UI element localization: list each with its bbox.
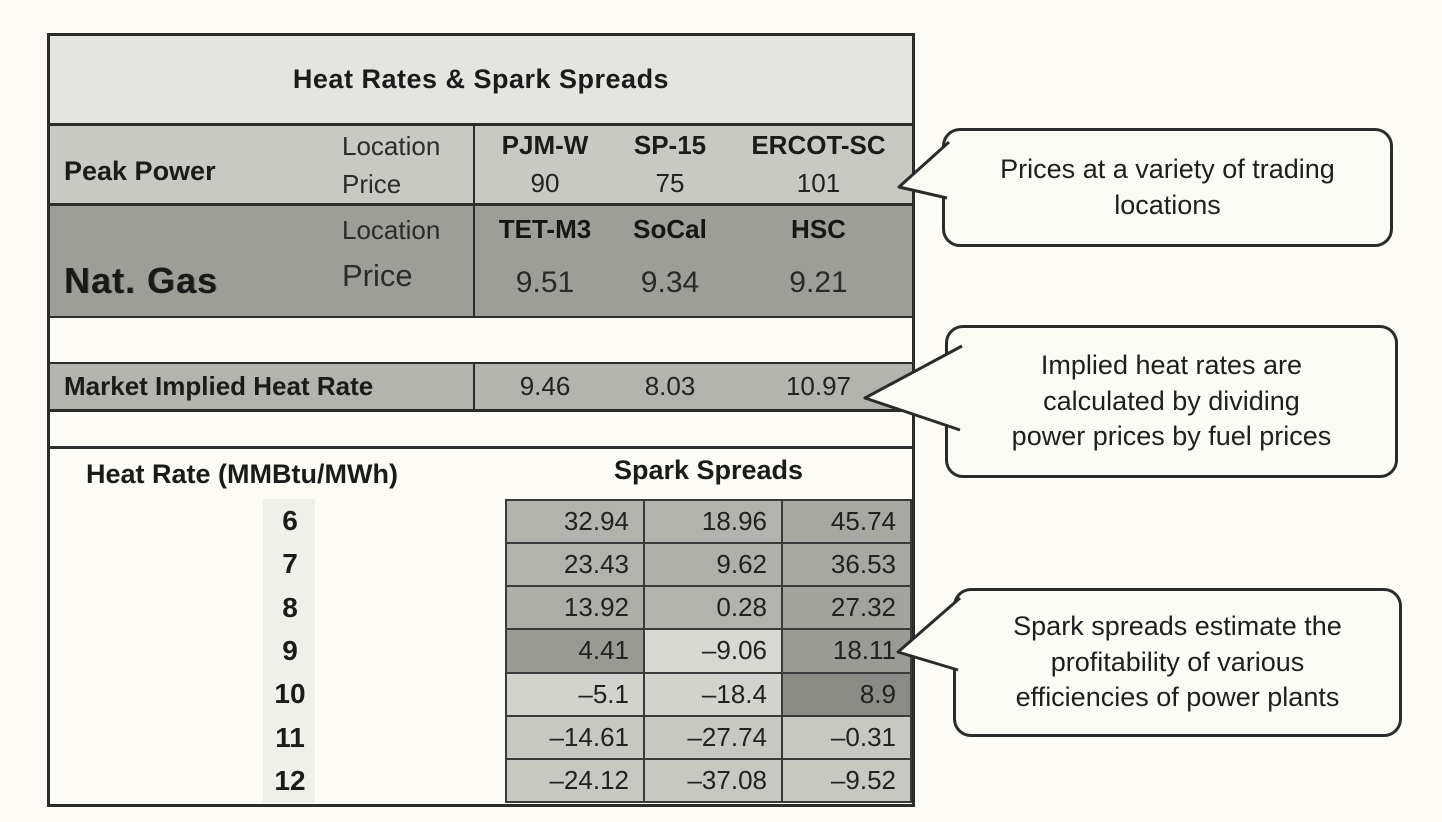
heat-rate-value: 12 (274, 765, 306, 797)
callout-pointer-icon (863, 344, 963, 432)
callout-line: Prices at a variety of trading (1000, 153, 1335, 184)
gas-location-header: HSC (791, 213, 846, 244)
spacer-row (50, 412, 912, 449)
gas-location-header: TET-M3 (498, 213, 592, 244)
market-implied-heat-rate-row: Market Implied Heat Rate 9.46 8.03 10.97 (50, 362, 912, 412)
callout-line: profitability of various (1050, 646, 1305, 677)
spark-cell: 18.11 (783, 630, 912, 674)
spark-cell: –18.4 (645, 673, 783, 717)
peak-power-row: Location Peak Power Price PJM-W SP-15 ER… (50, 126, 912, 206)
heat-rates-table: Heat Rates & Spark Spreads Location Peak… (47, 33, 915, 807)
peak-location-label: Location (342, 131, 441, 161)
spark-cell: 18.96 (645, 501, 783, 545)
spark-cell: 45.74 (783, 501, 912, 545)
gas-price-label: Price (342, 258, 413, 293)
power-price-value: 90 (530, 168, 560, 198)
power-location-header: ERCOT-SC (751, 129, 886, 160)
spark-cell: 0.28 (645, 587, 783, 631)
callout-line: Implied heat rates are (1040, 349, 1303, 380)
nat-gas-data: TET-M3 SoCal HSC 9.51 9.34 9.21 (473, 206, 912, 316)
spacer-row (50, 318, 912, 362)
spark-cell: 36.53 (783, 544, 912, 588)
spark-spread-grid: 32.94 18.96 45.74 23.43 9.62 36.53 13.92… (505, 499, 912, 803)
gas-location-header: SoCal (633, 213, 707, 244)
heat-rate-value: 11 (275, 721, 305, 753)
spark-cell: 8.9 (783, 673, 912, 717)
spark-cell: –14.61 (507, 716, 645, 760)
callout-spark-spreads: Spark spreads estimate the profitability… (953, 588, 1402, 737)
power-price-value: 101 (796, 168, 841, 198)
peak-power-data: PJM-W SP-15 ERCOT-SC 90 75 101 (473, 126, 912, 203)
spark-cell: –37.08 (645, 759, 783, 803)
callout-line: power prices by fuel prices (1011, 421, 1332, 452)
callout-line: calculated by dividing (1043, 385, 1300, 416)
peak-power-label-zone: Location Peak Power Price (50, 126, 473, 203)
gas-price-value: 9.51 (515, 266, 575, 299)
peak-price-label: Price (342, 169, 402, 199)
heat-rate-value: 8 (282, 591, 298, 623)
spark-cell: –24.12 (507, 759, 645, 803)
spark-cell: –5.1 (507, 673, 645, 717)
table-title-band: Heat Rates & Spark Spreads (50, 36, 912, 126)
spark-cell: –9.52 (783, 759, 912, 803)
spark-cell: 4.41 (507, 630, 645, 674)
spark-spreads-header: Spark Spreads (613, 455, 804, 485)
spark-header-row: Heat Rate (MMBtu/MWh) Spark Spreads (50, 449, 912, 499)
spark-cell: –9.06 (645, 630, 783, 674)
callout-trading-prices: Prices at a variety of trading locations (942, 128, 1393, 247)
heat-rate-value: 10 (274, 678, 306, 710)
spark-spread-section: 6 7 8 9 10 11 12 32.94 18.96 45.74 23.43… (50, 499, 912, 803)
power-location-header: SP-15 (633, 129, 707, 160)
nat-gas-row: Location Nat. Gas Price TET-M3 SoCal HSC… (50, 206, 912, 318)
spark-cell: 27.32 (783, 587, 912, 631)
spark-cell: 23.43 (507, 544, 645, 588)
nat-gas-label: Nat. Gas (64, 260, 219, 301)
callout-line: efficiencies of power plants (1015, 682, 1340, 713)
heat-rate-value: 6 (282, 504, 298, 536)
nat-gas-label-zone: Location Nat. Gas Price (50, 206, 473, 316)
heat-rate-values-column: 6 7 8 9 10 11 12 (245, 499, 335, 803)
market-implied-value: 9.46 (519, 371, 571, 401)
callout-line: Spark spreads estimate the (1013, 610, 1342, 641)
heat-rate-value: 9 (282, 634, 298, 666)
callout-pointer-icon (897, 140, 951, 200)
table-title: Heat Rates & Spark Spreads (292, 64, 670, 94)
spark-cell: –0.31 (783, 716, 912, 760)
peak-power-label: Peak Power (64, 156, 216, 186)
spark-cell: –27.74 (645, 716, 783, 760)
market-implied-values: 9.46 8.03 10.97 (473, 364, 912, 409)
spark-cell: 9.62 (645, 544, 783, 588)
spark-cell: 32.94 (507, 501, 645, 545)
callout-line: locations (1114, 189, 1221, 220)
power-location-header: PJM-W (501, 129, 589, 160)
gas-price-value: 9.34 (640, 266, 700, 299)
power-price-value: 75 (655, 168, 685, 198)
heat-rate-strip (263, 499, 315, 803)
gas-price-value: 9.21 (789, 266, 848, 299)
market-implied-value: 10.97 (785, 371, 852, 401)
market-implied-label: Market Implied Heat Rate (64, 371, 374, 401)
gas-location-label: Location (342, 215, 441, 245)
callout-implied-heat-rates: Implied heat rates are calculated by div… (945, 325, 1398, 478)
market-implied-value: 8.03 (644, 371, 696, 401)
spark-cell: 13.92 (507, 587, 645, 631)
heat-rate-value: 7 (282, 548, 298, 580)
heat-rate-column-header: Heat Rate (MMBtu/MWh) (86, 459, 398, 489)
callout-pointer-icon (896, 596, 961, 672)
